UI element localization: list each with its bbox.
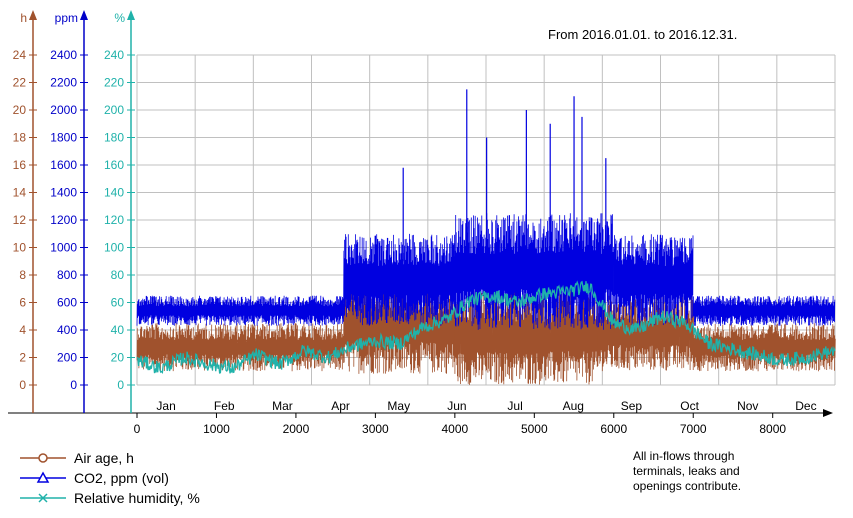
y-tick-label: 800 [57,268,77,282]
x-tick-label: 5000 [521,422,548,436]
contribution-note-line: terminals, leaks and [633,464,740,478]
series-band-segment [136,323,345,372]
y-tick-label: 24 [13,48,27,62]
y-tick-label: 18 [13,131,27,145]
y-tick-label: 100 [104,241,124,255]
legend-marker-circle-icon [20,453,66,463]
series-band-segment [597,295,694,372]
series-band-segment [136,295,344,326]
month-label: Jan [156,399,175,413]
series-co2 [136,89,836,330]
month-labels: Jan Feb Mar Apr May Jun Jul Aug Sep Oct Nov Dec [156,399,816,413]
y-tick-label: 1400 [50,186,77,200]
axes: 0 1000 2000 3000 4000 5000 6000 7000 8000h024681… [8,10,833,436]
y-tick-label: 2000 [50,103,77,117]
month-label: May [387,399,410,413]
series-band-segment [692,295,836,326]
y-tick-label: 120 [104,213,124,227]
y-tick-label: 200 [104,103,124,117]
y-tick-label: 2 [19,351,26,365]
y-axis-title: ppm [55,11,78,25]
y-tick-label: 600 [57,296,77,310]
y-tick-label: 40 [111,323,125,337]
legend-label: Relative humidity, % [74,490,200,506]
y-axis-title: % [114,11,125,25]
y-tick-label: 160 [104,158,124,172]
y-axis-arrow-icon [80,10,88,20]
month-label: Nov [737,399,758,413]
y-axis-arrow-icon [127,10,135,20]
x-axis-arrow-icon [823,409,833,417]
humidity-line [136,280,836,374]
month-label: Apr [331,399,350,413]
y-tick-label: 8 [19,268,26,282]
y-tick-label: 4 [19,323,26,337]
x-tick-label: 4000 [441,422,468,436]
y-axis-arrow-icon [29,10,37,20]
y-tick-label: 12 [13,213,27,227]
y-tick-label: 2200 [50,76,77,90]
y-tick-label: 22 [13,76,27,90]
contribution-note-line: openings contribute. [633,479,742,493]
y-tick-label: 2400 [50,48,77,62]
legend-item-humidity: Relative humidity, % [20,490,200,506]
y-tick-label: 1600 [50,158,77,172]
legend-label: Air age, h [74,450,134,466]
y-tick-label: 400 [57,323,77,337]
y-tick-label: 20 [13,103,27,117]
y-axis-title: h [20,11,27,25]
y-tick-label: 1800 [50,131,77,145]
y-tick-label: 20 [111,351,125,365]
y-tick-label: 220 [104,76,124,90]
legend-marker-x-icon [20,493,66,503]
legend-item-air-age: Air age, h [20,450,134,466]
month-label: Feb [214,399,235,413]
y-tick-label: 14 [13,186,27,200]
y-tick-label: 0 [19,378,26,392]
month-label: Mar [272,399,293,413]
month-label: Jun [447,399,466,413]
y-tick-label: 10 [13,241,27,255]
y-tick-label: 0 [70,378,77,392]
series-relative-humidity [136,280,836,374]
series-band-segment [613,234,694,326]
series-band-segment [343,233,456,326]
x-tick-label: 3000 [362,422,389,436]
y-tick-label: 60 [111,296,125,310]
month-label: Sep [621,399,643,413]
x-tick-label: 1000 [203,422,230,436]
y-tick-label: 1200 [50,213,77,227]
x-tick-label: 7000 [680,422,707,436]
y-tick-label: 80 [111,268,125,282]
month-label: Jul [507,399,522,413]
y-tick-label: 180 [104,131,124,145]
contribution-note-line: All in-flows through [633,449,735,463]
x-tick-label: 0 [134,422,141,436]
month-label: Oct [680,399,699,413]
y-tick-label: 16 [13,158,27,172]
x-tick-label: 6000 [600,422,627,436]
x-tick-label: 2000 [283,422,310,436]
month-label: Aug [563,399,584,413]
date-range-note: From 2016.01.01. to 2016.12.31. [548,27,738,42]
month-label: Dec [795,399,816,413]
y-tick-label: 0 [117,378,124,392]
contribution-note: All in-flows through terminals, leaks an… [633,449,793,494]
y-tick-label: 6 [19,296,26,310]
x-tick-label: 8000 [759,422,786,436]
y-tick-label: 1000 [50,241,77,255]
legend-marker-triangle-icon [20,471,66,483]
legend-label: CO2, ppm (vol) [74,470,169,486]
y-tick-label: 200 [57,351,77,365]
legend-item-co2: CO2, ppm (vol) [20,470,169,486]
y-tick-label: 240 [104,48,124,62]
y-tick-label: 140 [104,186,124,200]
series-band-segment [454,213,615,330]
